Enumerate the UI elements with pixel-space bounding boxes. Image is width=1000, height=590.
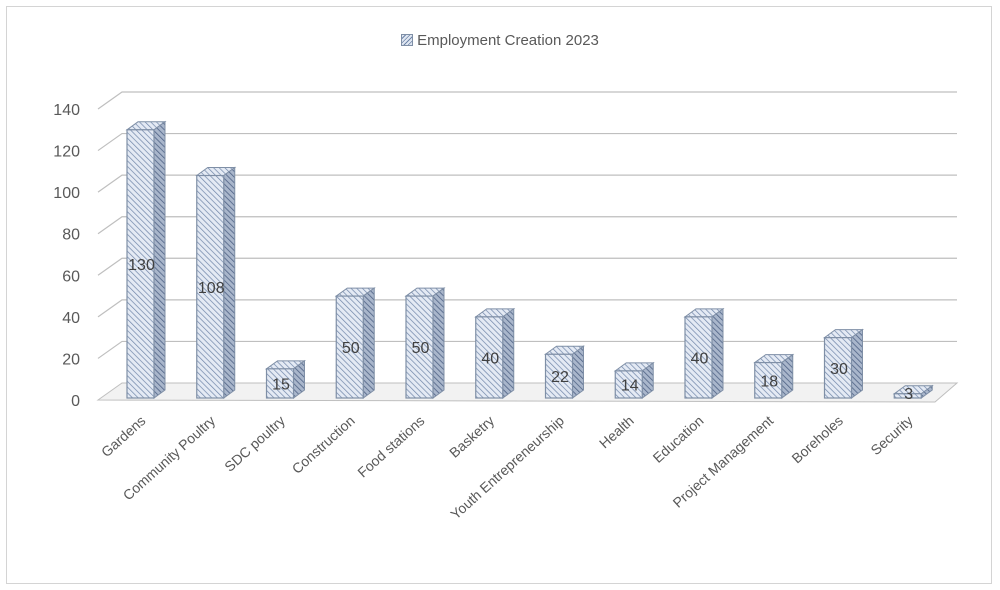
data-label: 50	[342, 340, 360, 357]
data-label: 108	[198, 280, 225, 297]
bar	[823, 337, 853, 399]
bar-side	[851, 328, 863, 399]
bar	[126, 129, 155, 399]
y-tick-label: 40	[62, 310, 80, 327]
bar-side	[432, 287, 445, 399]
bar	[265, 368, 295, 399]
legend-swatch	[401, 34, 414, 46]
data-label: 30	[830, 361, 848, 378]
data-label: 40	[481, 350, 499, 367]
data-label: 22	[551, 369, 569, 386]
y-tick-label: 120	[53, 144, 80, 161]
x-tick-label: SDC poultry	[221, 412, 288, 474]
chart-area	[6, 6, 992, 584]
data-label: 18	[760, 373, 778, 390]
bar-side	[711, 307, 724, 399]
bar	[196, 174, 225, 399]
x-tick-label: Gardens	[98, 412, 149, 460]
x-tick-label: Youth Entrepreneurship	[447, 412, 567, 522]
data-label: 3	[904, 386, 913, 403]
y-tick-label: 140	[53, 102, 80, 119]
bar-side	[572, 345, 584, 399]
chart-floor	[96, 382, 959, 403]
data-label: 40	[691, 350, 709, 367]
bar	[893, 393, 922, 399]
data-label: 130	[128, 257, 155, 274]
bar	[335, 295, 364, 399]
bar-side	[781, 353, 794, 399]
gridline	[97, 257, 957, 276]
x-tick-label: Basketry	[446, 412, 497, 460]
y-tick-label: 80	[62, 227, 80, 244]
data-label: 14	[621, 377, 639, 394]
bar-side	[362, 287, 375, 399]
data-label: 50	[412, 340, 430, 357]
y-tick-label: 0	[71, 393, 80, 410]
gridline	[97, 216, 957, 235]
y-tick-label: 20	[62, 351, 80, 368]
bar	[544, 353, 574, 399]
x-tick-label: Boreholes	[788, 412, 846, 466]
y-tick-label: 60	[62, 268, 80, 285]
bar	[684, 316, 713, 399]
x-tick-label: Health	[596, 412, 637, 451]
x-tick-label: Food stations	[354, 412, 427, 480]
gridline	[97, 91, 957, 110]
legend: Employment Creation 2023	[0, 32, 1000, 49]
bar	[754, 361, 783, 399]
x-tick-label: Construction	[289, 412, 358, 476]
data-label: 15	[272, 376, 290, 393]
gridline	[97, 340, 957, 359]
bar	[475, 316, 504, 399]
gridline	[97, 132, 957, 152]
bar-side	[153, 120, 166, 399]
bar-side	[502, 307, 515, 399]
x-tick-label: Education	[650, 412, 707, 466]
x-tick-label: Security	[867, 412, 915, 458]
legend-label: Employment Creation 2023	[417, 32, 599, 49]
bar	[614, 370, 643, 399]
gridline	[97, 299, 957, 318]
y-tick-label: 100	[53, 185, 80, 202]
bar	[405, 295, 434, 399]
bar-side	[223, 166, 236, 399]
gridline	[97, 174, 957, 193]
